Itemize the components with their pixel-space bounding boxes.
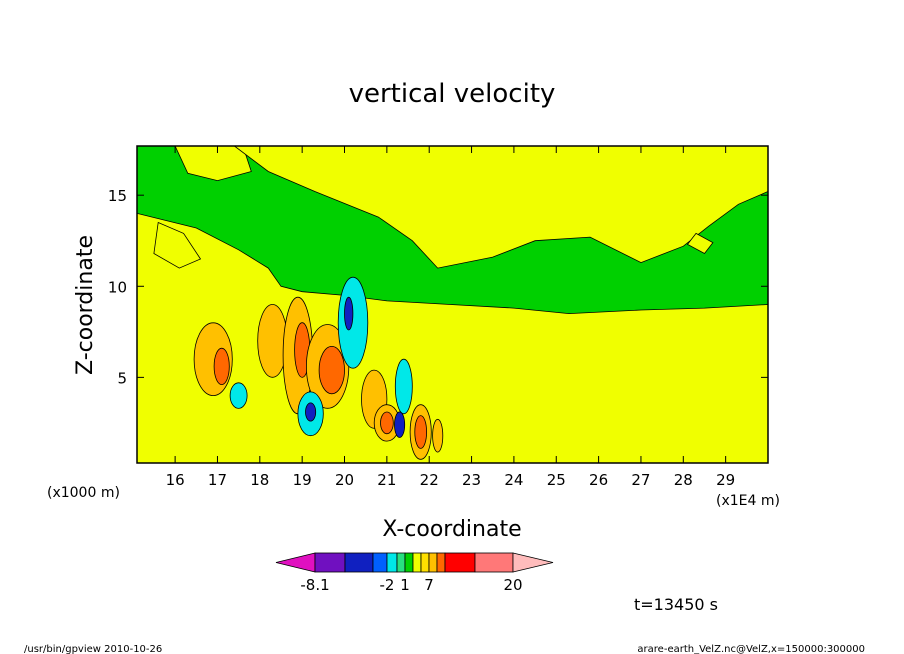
contour-cell-10: [305, 402, 317, 422]
colorbar-swatch-5: [396, 552, 406, 573]
colorbar-swatch-13: [512, 552, 554, 573]
contour-cell-14: [394, 358, 413, 415]
colorbar-swatch-0: [275, 552, 316, 573]
colorbar-swatch-1: [314, 552, 346, 573]
contour-cell-2: [257, 304, 288, 378]
contour-cell-15: [394, 411, 406, 438]
colorbar-label-1: -2: [380, 576, 395, 594]
time-label: t=13450 s: [634, 595, 718, 614]
contour-cell-13: [380, 411, 394, 435]
contour-cell-1: [213, 347, 230, 385]
colorbar-swatch-8: [420, 552, 430, 573]
y-tick-label-2: 15: [108, 187, 127, 205]
contour-region-2: [233, 146, 768, 269]
colorbar-label-3: 7: [424, 576, 434, 594]
x-unit-left: (x1000 m): [47, 485, 120, 501]
colorbar-label-0: -8.1: [300, 576, 329, 594]
x-tick-label-11: 27: [631, 471, 650, 489]
contour-cell-17: [414, 415, 428, 449]
x-tick-label-10: 26: [589, 471, 608, 489]
footer-left: /usr/bin/gpview 2010-10-26: [24, 644, 162, 654]
colorbar-swatch-3: [372, 552, 388, 573]
chart-title: vertical velocity: [349, 79, 556, 109]
colorbar-swatch-2: [344, 552, 374, 573]
x-tick-label-2: 18: [250, 471, 269, 489]
contour-cell-19: [229, 382, 248, 409]
contour-cell-18: [432, 418, 444, 453]
contour-region-3: [153, 221, 202, 269]
colorbar-swatch-12: [474, 552, 514, 573]
colorbar: -8.1 -2 1 7 20: [275, 552, 554, 594]
x-tick-label-8: 24: [504, 471, 523, 489]
x-tick-label-6: 22: [420, 471, 439, 489]
x-axis: 16 17 18 19 20 21 22 23 24 25 26 27 28 29: [166, 146, 735, 489]
contour-cells: [193, 276, 444, 460]
x-axis-label: X-coordinate: [382, 517, 521, 542]
colorbar-label-4: 20: [503, 576, 522, 594]
y-axis-label: Z-coordinate: [73, 235, 98, 375]
contour-cell-7: [337, 276, 369, 369]
x-tick-label-4: 20: [335, 471, 354, 489]
colorbar-swatch-11: [444, 552, 476, 573]
plot-frame: [136, 145, 769, 464]
x-tick-label-3: 19: [293, 471, 312, 489]
contour-cell-6: [318, 345, 345, 395]
x-unit-right: (x1E4 m): [716, 493, 780, 509]
colorbar-swatch-4: [386, 552, 398, 573]
x-tick-label-9: 25: [547, 471, 566, 489]
footer-right: arare-earth_VelZ.nc@VelZ,x=150000:300000: [637, 644, 865, 654]
plot-area: 16 17 18 19 20 21 22 23 24 25 26 27 28 29 5 10 15: [108, 145, 769, 489]
y-tick-label-1: 10: [108, 278, 127, 296]
colorbar-swatch-10: [436, 552, 446, 573]
contour-cell-8: [344, 296, 354, 331]
y-axis: 5 10 15: [108, 187, 768, 387]
x-tick-label-5: 21: [377, 471, 396, 489]
colorbar-swatch-6: [404, 552, 414, 573]
y-tick-label-0: 5: [117, 369, 127, 387]
colorbar-label-2: 1: [400, 576, 410, 594]
colorbar-swatch-9: [428, 552, 438, 573]
colorbar-swatch-7: [412, 552, 422, 573]
contour-region-1: [174, 146, 252, 182]
x-tick-label-13: 29: [716, 471, 735, 489]
x-tick-label-7: 23: [462, 471, 481, 489]
contour-region-4: [686, 232, 714, 255]
x-tick-label-1: 17: [208, 471, 227, 489]
x-tick-label-12: 28: [674, 471, 693, 489]
x-tick-label-0: 16: [166, 471, 185, 489]
